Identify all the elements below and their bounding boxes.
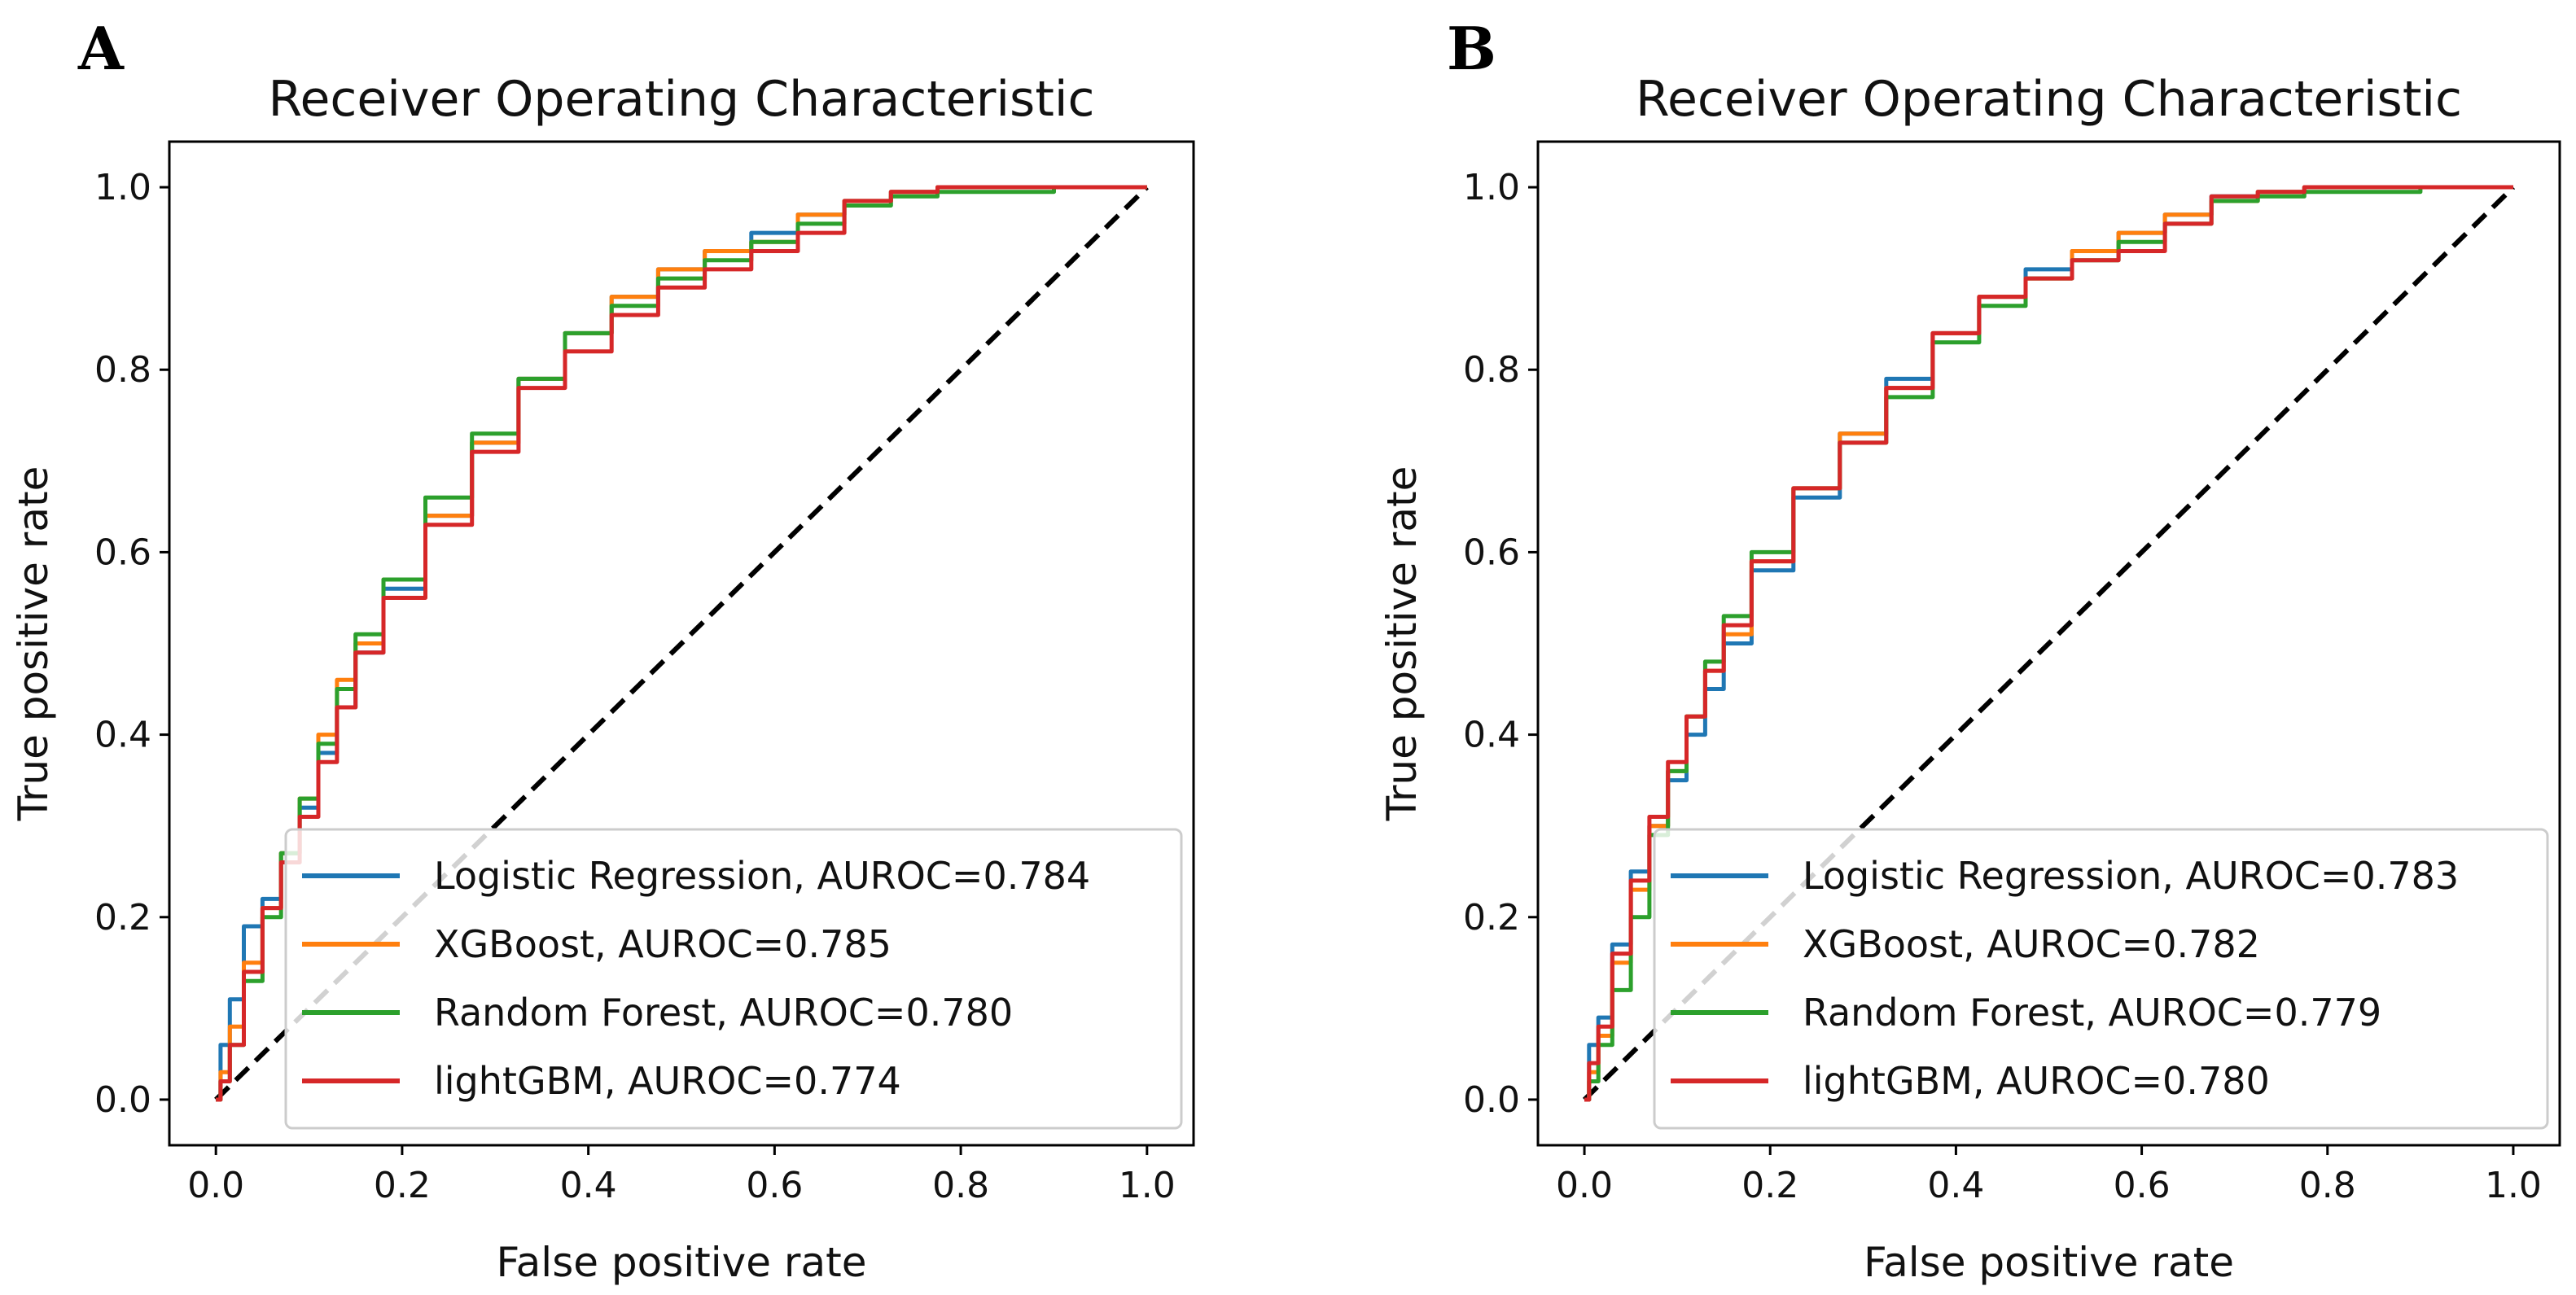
legend-entry-label: XGBoost, AUROC=0.782 xyxy=(1803,922,2260,966)
panel-label: A xyxy=(77,14,125,83)
y-axis-label: True positive rate xyxy=(1378,466,1426,822)
y-tick-label: 0.6 xyxy=(1463,532,1520,573)
x-tick-label: 0.6 xyxy=(2114,1165,2171,1206)
chart-title: Receiver Operating Characteristic xyxy=(268,71,1094,128)
y-tick-label: 0.4 xyxy=(94,715,151,756)
y-tick-label: 0.2 xyxy=(1463,897,1520,938)
y-tick-label: 0.0 xyxy=(1463,1079,1520,1121)
plot-frame xyxy=(168,140,1195,1147)
plot-frame xyxy=(1536,140,2561,1147)
y-tick-label: 1.0 xyxy=(1463,167,1520,208)
x-tick-label: 0.0 xyxy=(1556,1165,1613,1206)
legend-entry-label: lightGBM, AUROC=0.774 xyxy=(434,1059,901,1103)
x-tick-label: 0.4 xyxy=(1927,1165,1984,1206)
legend-entry-label: Logistic Regression, AUROC=0.783 xyxy=(1803,854,2459,898)
y-tick-label: 0.8 xyxy=(1463,349,1520,391)
x-tick-label: 0.2 xyxy=(374,1165,431,1206)
legend-box xyxy=(1653,828,2549,1130)
x-tick-label: 0.8 xyxy=(932,1165,989,1206)
x-axis-label: False positive rate xyxy=(1864,1239,2234,1286)
x-tick-label: 0.8 xyxy=(2299,1165,2356,1206)
legend-entry-label: lightGBM, AUROC=0.780 xyxy=(1803,1059,2270,1103)
roc-curve-4 xyxy=(1584,185,2513,1102)
roc-panel-b: B Receiver Operating Characteristic 0.0 0.2… xyxy=(1378,14,2561,1286)
chart-title: Receiver Operating Characteristic xyxy=(1636,71,2462,128)
y-tick-label: 0.4 xyxy=(1463,715,1520,756)
chance-diagonal-line xyxy=(1582,185,2516,1102)
chance-diagonal-line xyxy=(214,185,1149,1102)
legend-entry-label: Random Forest, AUROC=0.780 xyxy=(434,991,1013,1035)
legend-entry-label: XGBoost, AUROC=0.785 xyxy=(434,922,892,966)
y-tick-label: 0.8 xyxy=(94,349,151,391)
y-tick-label: 0.6 xyxy=(94,532,151,573)
y-tick-label: 1.0 xyxy=(94,167,151,208)
x-tick-label: 0.4 xyxy=(560,1165,617,1206)
x-tick-label: 1.0 xyxy=(2485,1165,2542,1206)
y-tick-label: 0.2 xyxy=(94,897,151,938)
roc-panel-a: A Receiver Operating Characteristic 0.0 0.2… xyxy=(10,14,1195,1286)
roc-curve-4 xyxy=(216,185,1147,1102)
panel-label: B xyxy=(1447,14,1496,83)
legend-entry-label: Logistic Regression, AUROC=0.784 xyxy=(434,854,1090,898)
legend-box xyxy=(284,828,1183,1130)
legend-entry-label: Random Forest, AUROC=0.779 xyxy=(1803,991,2381,1035)
x-tick-label: 0.2 xyxy=(1741,1165,1798,1206)
x-tick-label: 0.0 xyxy=(187,1165,244,1206)
y-tick-label: 0.0 xyxy=(94,1079,151,1121)
x-tick-label: 0.6 xyxy=(746,1165,803,1206)
y-axis-label: True positive rate xyxy=(10,466,57,822)
x-tick-label: 1.0 xyxy=(1119,1165,1176,1206)
x-axis-label: False positive rate xyxy=(497,1239,867,1286)
